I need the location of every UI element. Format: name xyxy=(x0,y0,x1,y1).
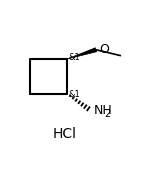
Text: &1: &1 xyxy=(69,53,81,62)
Text: NH: NH xyxy=(94,104,112,117)
Polygon shape xyxy=(67,48,97,59)
Text: O: O xyxy=(100,43,109,56)
Text: &1: &1 xyxy=(69,90,81,99)
Text: HCl: HCl xyxy=(53,127,77,141)
Text: 2: 2 xyxy=(105,109,111,119)
